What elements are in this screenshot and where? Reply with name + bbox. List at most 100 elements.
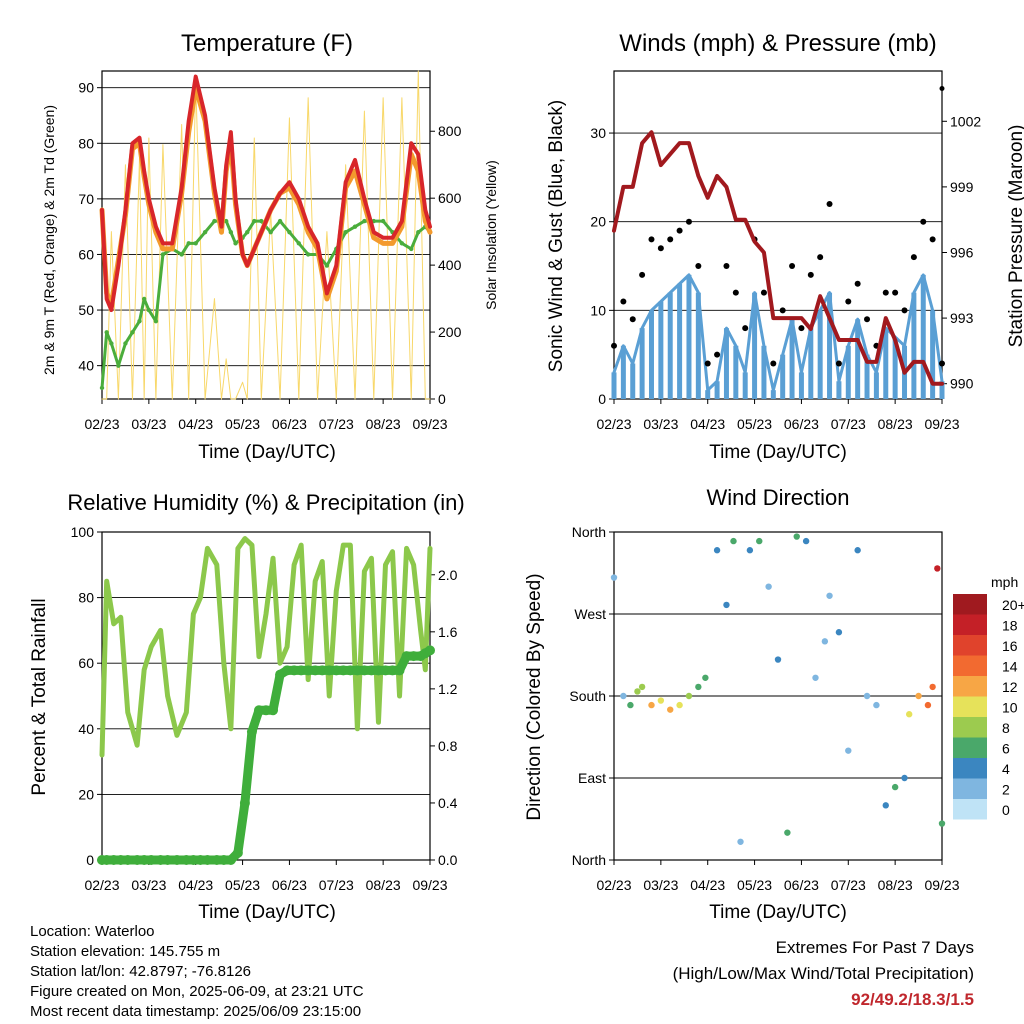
gust-point bbox=[845, 298, 852, 305]
y-tick-label: 30 bbox=[590, 125, 606, 141]
gust-point bbox=[817, 254, 824, 261]
temperature-ylabel-left: 2m & 9m T (Red, Orange) & 2m Td (Green) bbox=[41, 105, 57, 375]
colorbar-swatch bbox=[953, 696, 987, 717]
gust-point bbox=[760, 289, 767, 296]
y2-tick-label: 0.0 bbox=[438, 852, 458, 868]
y-tick-label: 80 bbox=[78, 135, 94, 151]
gust-point bbox=[611, 342, 617, 349]
direction-point bbox=[938, 820, 946, 827]
dewpoint-point bbox=[324, 263, 330, 268]
latlon-text: Station lat/lon: 42.8797; -76.8126 bbox=[30, 963, 252, 980]
precipitation-point bbox=[139, 855, 150, 865]
dewpoint-point bbox=[137, 318, 142, 324]
temperature-title: Temperature (F) bbox=[181, 30, 353, 57]
direction-point bbox=[702, 674, 709, 681]
dewpoint-point bbox=[259, 218, 264, 224]
gust-point bbox=[854, 280, 861, 287]
sonic-wind-series bbox=[612, 273, 944, 392]
gust-point bbox=[676, 227, 683, 234]
dewpoint-point bbox=[186, 241, 191, 246]
precipitation-point bbox=[122, 855, 133, 865]
direction-ylabel-left: Direction (Colored By Speed) bbox=[524, 573, 545, 820]
direction-point bbox=[627, 701, 634, 709]
y2-tick-label: 1.6 bbox=[438, 624, 458, 640]
dewpoint-point bbox=[104, 330, 109, 335]
precipitation-point bbox=[162, 855, 173, 865]
precipitation-point bbox=[359, 665, 370, 676]
temp-2m-series bbox=[100, 74, 432, 313]
precipitation-point bbox=[366, 665, 377, 676]
x-tick-label: 08/23 bbox=[366, 877, 401, 893]
y2-tick-label: 800 bbox=[438, 123, 462, 139]
y-tick-label: 0 bbox=[86, 852, 94, 868]
extremes-box: Extremes For Past 7 Days (High/Low/Max W… bbox=[673, 935, 974, 1013]
gust-point bbox=[657, 245, 664, 252]
gust-point bbox=[864, 316, 871, 323]
dewpoint-point bbox=[268, 230, 273, 235]
precipitation-point bbox=[289, 665, 300, 676]
dewpoint-point bbox=[245, 230, 250, 235]
gust-point bbox=[648, 236, 655, 243]
dewpoint-point bbox=[193, 241, 198, 246]
direction-point bbox=[882, 802, 889, 809]
gust-point bbox=[695, 263, 702, 270]
precipitation-point bbox=[268, 705, 279, 716]
colorbar-label: 4 bbox=[1002, 761, 1010, 777]
x-tick-label: 03/23 bbox=[643, 416, 678, 432]
direction-point bbox=[648, 701, 655, 709]
dewpoint-point bbox=[202, 230, 208, 235]
precipitation-point bbox=[282, 665, 293, 676]
extremes-heading: Extremes For Past 7 Days bbox=[775, 938, 974, 957]
gust-point bbox=[667, 236, 674, 243]
colorbar-label: 18 bbox=[1002, 618, 1018, 634]
y-tick-label: 40 bbox=[78, 721, 94, 737]
precipitation-point bbox=[296, 665, 307, 676]
direction-point bbox=[924, 701, 932, 709]
gust-point bbox=[629, 316, 636, 323]
direction-point bbox=[620, 692, 627, 700]
colorbar-swatch bbox=[953, 799, 987, 820]
x-tick-label: 07/23 bbox=[319, 877, 354, 893]
precipitation-point bbox=[132, 855, 143, 865]
precipitation-point bbox=[338, 665, 349, 676]
direction-point bbox=[845, 747, 852, 754]
precipitation-point bbox=[108, 855, 119, 865]
x-tick-label: 05/23 bbox=[225, 416, 260, 432]
colorbar-swatch bbox=[953, 635, 987, 656]
gust-point bbox=[882, 289, 889, 296]
y-tick-label: 40 bbox=[78, 358, 94, 374]
y-tick-label: North bbox=[572, 852, 606, 868]
direction-point bbox=[901, 774, 908, 782]
x-tick-label: 02/23 bbox=[84, 877, 119, 893]
gust-point bbox=[920, 218, 927, 225]
x-tick-label: 04/23 bbox=[178, 877, 213, 893]
location-text: Location: Waterloo bbox=[30, 923, 155, 940]
solar-insolation-series bbox=[101, 70, 431, 400]
x-tick-label: 06/23 bbox=[272, 877, 307, 893]
dewpoint-point bbox=[343, 230, 348, 235]
dewpoint-point bbox=[287, 230, 292, 235]
dewpoint-point bbox=[109, 341, 114, 346]
colorbar-label: 20+ bbox=[1002, 597, 1024, 613]
x-tick-label: 04/23 bbox=[690, 877, 725, 893]
gust-point bbox=[939, 360, 945, 367]
direction-point bbox=[891, 783, 899, 791]
y-tick-label: 0 bbox=[598, 391, 606, 407]
direction-point bbox=[765, 583, 772, 590]
dewpoint-point bbox=[352, 224, 358, 229]
precipitation-point bbox=[239, 797, 250, 808]
x-tick-label: 02/23 bbox=[596, 877, 631, 893]
y-tick-label: 50 bbox=[78, 302, 94, 318]
gust-point bbox=[929, 236, 936, 243]
x-tick-label: 05/23 bbox=[737, 877, 772, 893]
dewpoint-point bbox=[179, 252, 184, 257]
winds-xlabel: Time (Day/UTC) bbox=[709, 442, 847, 463]
direction-point bbox=[695, 683, 702, 691]
gust-point bbox=[770, 360, 777, 367]
x-tick-label: 06/23 bbox=[784, 416, 819, 432]
y-tick-label: West bbox=[574, 606, 606, 622]
x-tick-label: 02/23 bbox=[596, 416, 631, 432]
dewpoint-point bbox=[277, 218, 283, 224]
precipitation-point bbox=[155, 855, 166, 865]
precipitation-point bbox=[425, 645, 435, 656]
